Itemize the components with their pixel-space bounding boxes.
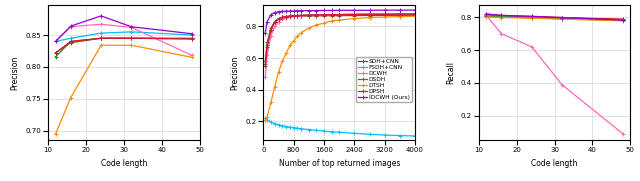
Legend: SDH+CNN, FSDH+CNN, DCWH, DSDH, DTSH, DPSH, IDCWH (Ours): SDH+CNN, FSDH+CNN, DCWH, DSDH, DTSH, DPS…	[356, 57, 412, 102]
Y-axis label: Precision: Precision	[230, 56, 239, 90]
X-axis label: Number of top returned images: Number of top returned images	[278, 159, 400, 168]
Y-axis label: Recall: Recall	[446, 61, 455, 84]
X-axis label: Code length: Code length	[100, 159, 147, 168]
X-axis label: Code length: Code length	[531, 159, 578, 168]
Y-axis label: Precision: Precision	[11, 56, 20, 90]
